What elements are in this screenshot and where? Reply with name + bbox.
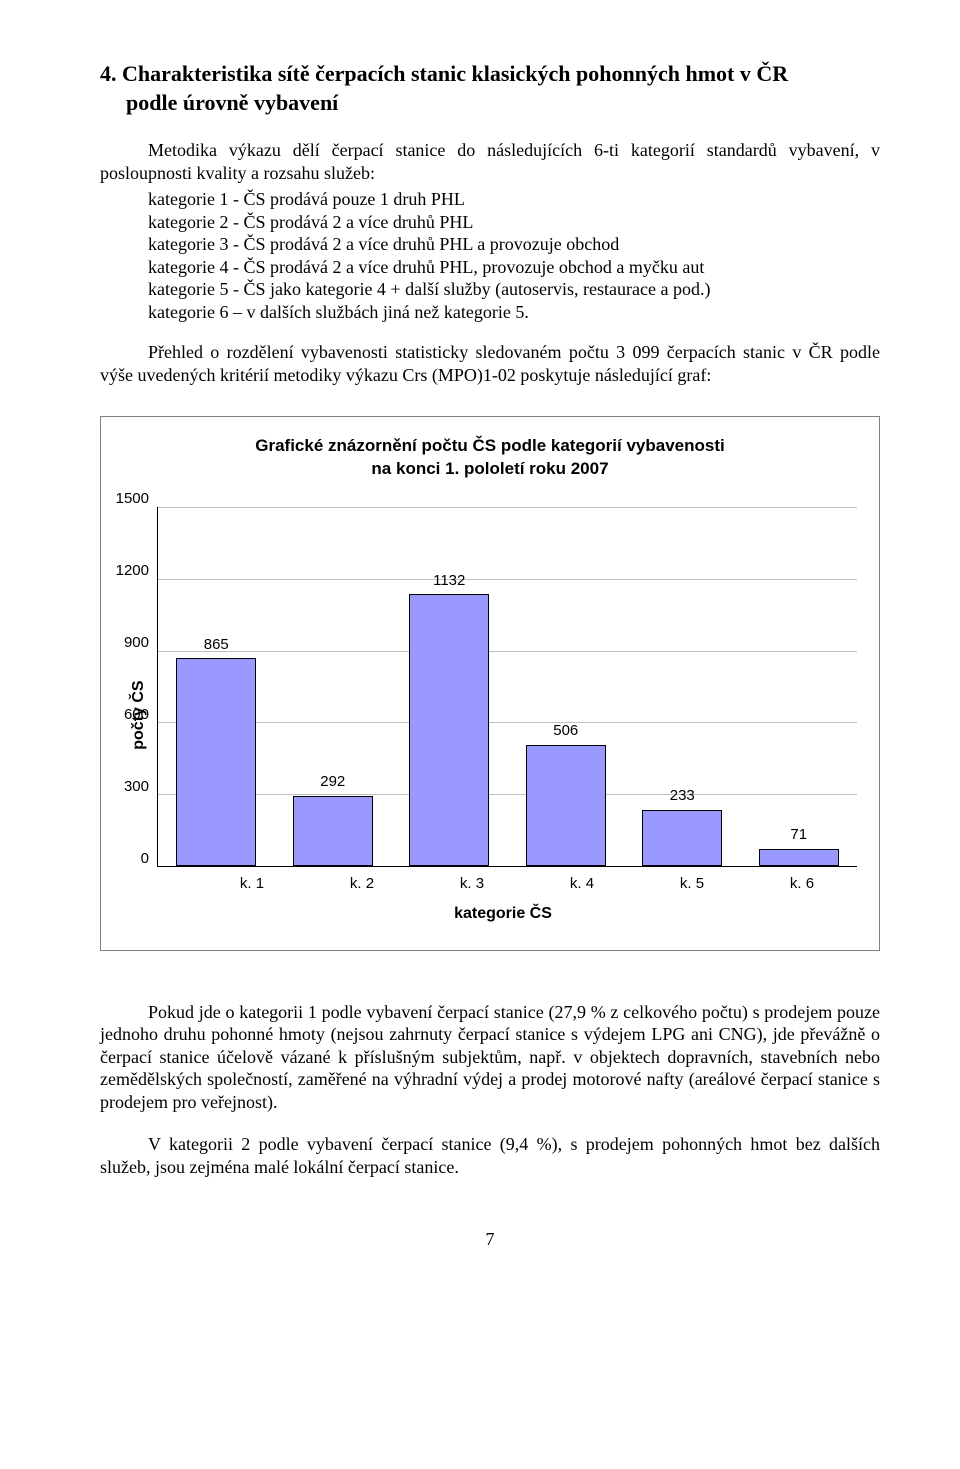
- chart-bar-value: 292: [320, 773, 345, 792]
- chart-bar: 71: [759, 826, 839, 866]
- chart-bar: 292: [293, 773, 373, 866]
- category-item: kategorie 2 - ČS prodává 2 a více druhů …: [148, 211, 880, 234]
- chart-bars: 865 292 1132 506 233 71: [158, 507, 857, 866]
- chart-xtick: k. 2: [322, 875, 402, 894]
- chart-xtick: k. 6: [762, 875, 842, 894]
- section-number: 4.: [100, 61, 117, 86]
- category-item: kategorie 6 – v dalších službách jiná ne…: [148, 301, 880, 324]
- category-item: kategorie 5 - ČS jako kategorie 4 + dalš…: [148, 278, 880, 301]
- chart-title-l2: na konci 1. pololetí roku 2007: [371, 459, 608, 478]
- chart-title: Grafické znázornění počtu ČS podle kateg…: [123, 435, 857, 481]
- category-item: kategorie 3 - ČS prodává 2 a více druhů …: [148, 233, 880, 256]
- chart-xaxis: k. 1 k. 2 k. 3 k. 4 k. 5 k. 6: [197, 875, 857, 894]
- category-item: kategorie 4 - ČS prodává 2 a více druhů …: [148, 256, 880, 279]
- chart-bar-value: 71: [790, 826, 807, 845]
- chart-xtick: k. 5: [652, 875, 732, 894]
- section-title-l2: podle úrovně vybavení: [100, 89, 880, 118]
- chart-bar: 506: [526, 722, 606, 866]
- chart-bar-value: 233: [670, 787, 695, 806]
- chart-xtick: k. 4: [542, 875, 622, 894]
- chart-bar-value: 506: [553, 722, 578, 741]
- chart-bar-value: 865: [204, 636, 229, 655]
- chart-frame: Grafické znázornění počtu ČS podle kateg…: [100, 416, 880, 951]
- chart-title-l1: Grafické znázornění počtu ČS podle kateg…: [255, 436, 725, 455]
- page-number: 7: [100, 1228, 880, 1251]
- chart-bar: 865: [176, 636, 256, 866]
- chart-xtick: k. 3: [432, 875, 512, 894]
- overview-paragraph: Přehled o rozdělení vybavenosti statisti…: [100, 341, 880, 386]
- body-paragraph-1: Pokud jde o kategorii 1 podle vybavení č…: [100, 1001, 880, 1114]
- chart-bar: 1132: [409, 572, 489, 866]
- chart-bar: 233: [642, 787, 722, 866]
- chart-bar-value: 1132: [433, 572, 465, 591]
- chart-xlabel: kategorie ČS: [149, 904, 857, 924]
- category-list: kategorie 1 - ČS prodává pouze 1 druh PH…: [148, 188, 880, 323]
- category-item: kategorie 1 - ČS prodává pouze 1 druh PH…: [148, 188, 880, 211]
- intro-paragraph: Metodika výkazu dělí čerpací stanice do …: [100, 139, 880, 184]
- chart-xtick: k. 1: [212, 875, 292, 894]
- chart-plot-area: 865 292 1132 506 233 71: [157, 507, 857, 867]
- section-title-l1: Charakteristika sítě čerpacích stanic kl…: [122, 61, 788, 86]
- section-heading: 4. Charakteristika sítě čerpacích stanic…: [100, 60, 880, 117]
- body-paragraph-2: V kategorii 2 podle vybavení čerpací sta…: [100, 1133, 880, 1178]
- chart-yaxis: 150012009006003000: [149, 507, 157, 867]
